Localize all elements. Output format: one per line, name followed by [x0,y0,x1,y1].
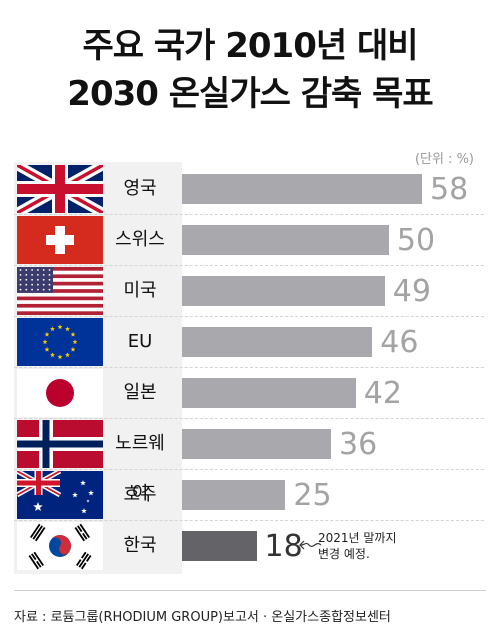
row-divider [14,418,484,419]
category-label: 스위스 [115,229,165,250]
uk-flag-icon [17,165,103,213]
bar [182,480,286,510]
category-label: 일본 [123,382,157,403]
category-label: 호주 [123,484,157,505]
category-label: 노르웨이 [115,433,165,504]
japan-flag-icon [17,369,103,417]
chart-row: 미국 [14,266,486,316]
eu-flag-icon [17,318,103,366]
bar [182,174,422,204]
bar [182,429,331,459]
value-label: 50 [396,223,436,258]
value-label: 18 [264,529,303,564]
usa-flag-icon [17,267,103,315]
chart-row: 영국 [14,164,486,214]
note-line-2: 변경 예정. [318,547,370,561]
category-label: 미국 [123,280,157,301]
bar [182,327,373,357]
footer-divider [14,590,486,591]
note-line-1: 2021년 말까지 [318,531,397,545]
bar [182,276,385,306]
value-label: 58 [430,172,469,207]
switzerland-flag-icon [17,216,103,264]
chart-row: 한국 [14,521,486,571]
chart-row: 스위스 [14,215,486,265]
bar [182,225,389,255]
korea-note: 2021년 말까지 변경 예정. [318,530,397,562]
chart-row: 노르웨이 [14,419,486,504]
row-divider [14,316,484,317]
australia-flag-icon [17,471,103,519]
chart-row: 호주 [14,470,486,520]
row-divider [14,520,484,521]
value-label: 25 [293,478,332,513]
unit-label: (단위 : %) [414,152,474,167]
bar [182,378,356,408]
value-label: 36 [339,427,378,462]
title-line-2: 2030 온실가스 감축 목표 [67,74,433,114]
value-label: 49 [392,274,431,309]
korea-flag-icon [17,522,103,570]
title-line-1: 주요 국가 2010년 대비 [82,26,418,66]
note-arrow-icon [299,540,322,550]
category-label: EU [127,331,153,352]
row-divider [14,214,484,215]
category-label: 한국 [123,535,157,556]
row-divider [14,367,484,368]
norway-flag-icon [17,420,103,468]
category-label: 영국 [123,178,157,199]
value-label: 42 [363,376,402,411]
chart-row: 일본 [14,368,486,418]
source-text: 자료 : 로듐그룹(RHODIUM GROUP)보고서 · 온실가스종합정보센터 [14,610,391,625]
row-divider [14,265,484,266]
value-label: 46 [380,325,419,360]
bar [182,531,257,561]
row-divider [14,469,484,470]
chart-row: EU [14,317,486,367]
